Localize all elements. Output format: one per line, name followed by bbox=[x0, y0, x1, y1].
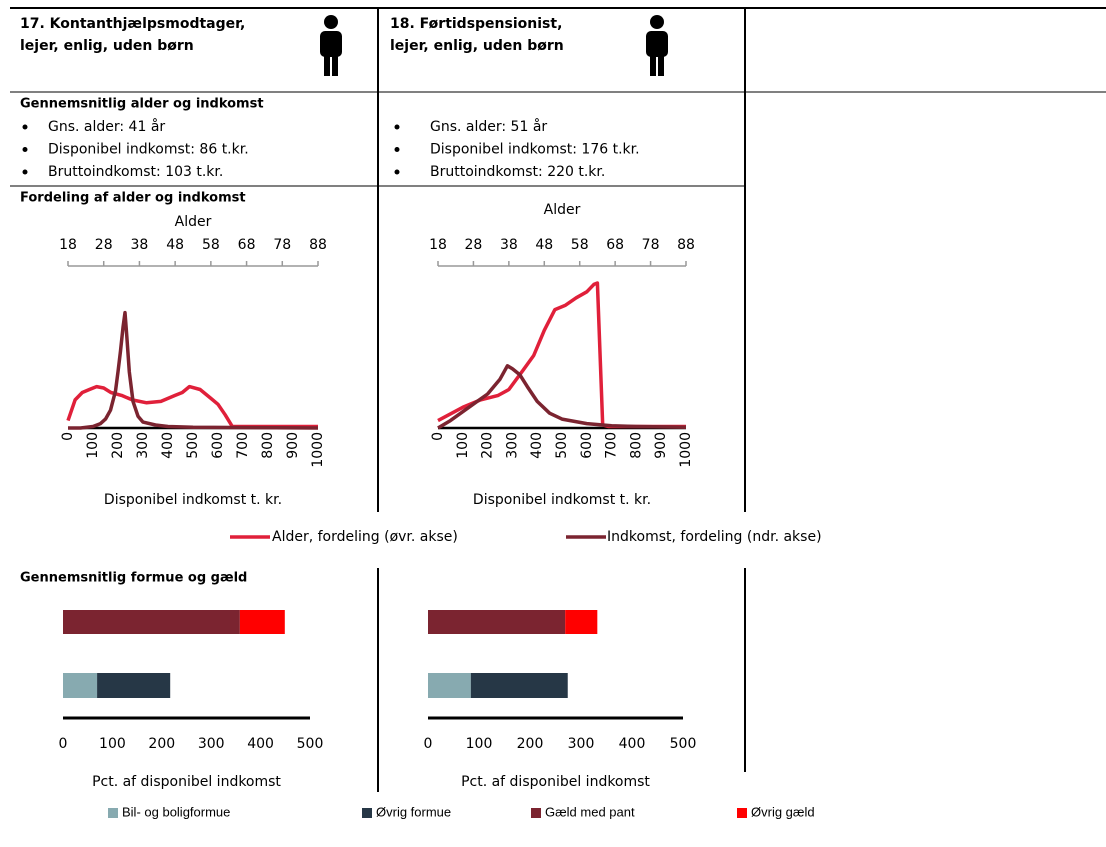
legend-swatch bbox=[531, 808, 541, 818]
x-tick-label: 0 bbox=[424, 736, 433, 752]
bar-segment bbox=[63, 610, 240, 634]
list-item: Bruttoindkomst: 103 t.kr. bbox=[48, 164, 223, 180]
bar-segment bbox=[470, 673, 568, 698]
x-tick-label: 200 bbox=[148, 736, 175, 752]
x-tick-label: 100 bbox=[85, 432, 101, 459]
x-tick-label: 0 bbox=[59, 736, 68, 752]
series-line bbox=[437, 364, 687, 430]
axis-title: Alder bbox=[175, 214, 212, 230]
x-tick-label: 500 bbox=[297, 736, 324, 752]
bar-segment bbox=[97, 673, 171, 698]
x-tick-label: 1000 bbox=[678, 432, 694, 468]
x-tick-label: 300 bbox=[568, 736, 595, 752]
x2-tick-label: 48 bbox=[166, 237, 184, 253]
person-icon bbox=[320, 15, 342, 76]
x-tick-label: 300 bbox=[135, 432, 151, 459]
x-tick-label: 100 bbox=[99, 736, 126, 752]
x-tick-label: 300 bbox=[504, 432, 520, 459]
list-item: Bruttoindkomst: 220 t.kr. bbox=[430, 164, 605, 180]
section-heading: Gennemsnitlig formue og gæld bbox=[20, 571, 247, 586]
x-tick-label: 800 bbox=[260, 432, 276, 459]
x-tick-label: 300 bbox=[198, 736, 225, 752]
x2-tick-label: 58 bbox=[571, 237, 589, 253]
bar-segment bbox=[428, 610, 566, 634]
list-item: Disponibel indkomst: 176 t.kr. bbox=[430, 142, 640, 158]
x2-tick-label: 58 bbox=[202, 237, 220, 253]
x-tick-label: 400 bbox=[160, 432, 176, 459]
legend-label: Øvrig gæld bbox=[751, 804, 815, 819]
list-item: Gns. alder: 51 år bbox=[430, 118, 547, 135]
section-heading: Fordeling af alder og indkomst bbox=[20, 191, 246, 206]
x2-tick-label: 88 bbox=[677, 237, 695, 253]
panel-title: lejer, enlig, uden børn bbox=[20, 38, 194, 54]
axis-title: Disponibel indkomst t. kr. bbox=[473, 492, 651, 508]
bar-segment bbox=[63, 673, 98, 698]
legend-swatch bbox=[108, 808, 118, 818]
x-tick-label: 0 bbox=[430, 432, 446, 441]
x-tick-label: 500 bbox=[554, 432, 570, 459]
x-tick-label: 0 bbox=[60, 432, 76, 441]
bar-segment bbox=[239, 610, 285, 634]
x-tick-label: 700 bbox=[235, 432, 251, 459]
panel-title: lejer, enlig, uden børn bbox=[390, 38, 564, 54]
x-tick-label: 200 bbox=[517, 736, 544, 752]
x2-tick-label: 18 bbox=[59, 237, 77, 253]
x2-tick-label: 88 bbox=[309, 237, 327, 253]
legend-label: Gæld med pant bbox=[545, 804, 635, 819]
section-heading: Gennemsnitlig alder og indkomst bbox=[20, 97, 264, 112]
x-tick-label: 1000 bbox=[310, 432, 326, 468]
legend-label: Alder, fordeling (øvr. akse) bbox=[272, 529, 458, 545]
x-tick-label: 600 bbox=[579, 432, 595, 459]
x2-tick-label: 48 bbox=[535, 237, 553, 253]
series-line bbox=[437, 281, 686, 429]
x-tick-label: 700 bbox=[604, 432, 620, 459]
x-tick-label: 400 bbox=[247, 736, 274, 752]
bullet bbox=[394, 147, 400, 152]
list-item: Disponibel indkomst: 86 t.kr. bbox=[48, 142, 249, 158]
x-tick-label: 500 bbox=[670, 736, 697, 752]
axis-title: Disponibel indkomst t. kr. bbox=[104, 492, 282, 508]
x2-tick-label: 28 bbox=[95, 237, 113, 253]
x2-tick-label: 78 bbox=[273, 237, 291, 253]
x-tick-label: 200 bbox=[110, 432, 126, 459]
series-line bbox=[68, 310, 319, 430]
bullet bbox=[394, 169, 400, 175]
x-tick-label: 100 bbox=[466, 736, 493, 752]
x-tick-label: 400 bbox=[529, 432, 545, 459]
x2-tick-label: 18 bbox=[429, 237, 447, 253]
x2-tick-label: 68 bbox=[606, 237, 624, 253]
bullet bbox=[22, 169, 28, 175]
legend-label: Øvrig formue bbox=[376, 804, 451, 819]
bar-segment bbox=[428, 673, 471, 698]
x2-tick-label: 28 bbox=[465, 237, 483, 253]
axis-title: Pct. af disponibel indkomst bbox=[92, 774, 281, 790]
x2-tick-label: 78 bbox=[642, 237, 660, 253]
x2-tick-label: 68 bbox=[238, 237, 256, 253]
axis-title: Alder bbox=[544, 202, 581, 218]
x2-tick-label: 38 bbox=[131, 237, 149, 253]
legend-label: Bil- og boligformue bbox=[122, 804, 230, 819]
x-tick-label: 500 bbox=[185, 432, 201, 459]
person-icon bbox=[646, 15, 668, 76]
panel-title: 18. Førtidspensionist, bbox=[390, 16, 562, 32]
bar-segment bbox=[565, 610, 598, 634]
x-tick-label: 600 bbox=[210, 432, 226, 459]
bullet bbox=[22, 124, 28, 130]
x-tick-label: 400 bbox=[619, 736, 646, 752]
bullet bbox=[394, 124, 400, 130]
x2-tick-label: 38 bbox=[500, 237, 518, 253]
legend-swatch bbox=[737, 808, 747, 818]
panel-title: 17. Kontanthjælpsmodtager, bbox=[20, 16, 245, 32]
bullet bbox=[22, 147, 28, 152]
legend-label: Indkomst, fordeling (ndr. akse) bbox=[607, 529, 822, 545]
x-tick-label: 900 bbox=[653, 432, 669, 459]
x-tick-label: 100 bbox=[455, 432, 471, 459]
x-tick-label: 900 bbox=[285, 432, 301, 459]
x-tick-label: 800 bbox=[628, 432, 644, 459]
legend-swatch bbox=[362, 808, 372, 818]
list-item: Gns. alder: 41 år bbox=[48, 118, 165, 135]
x-tick-label: 200 bbox=[480, 432, 496, 459]
axis-title: Pct. af disponibel indkomst bbox=[461, 774, 650, 790]
